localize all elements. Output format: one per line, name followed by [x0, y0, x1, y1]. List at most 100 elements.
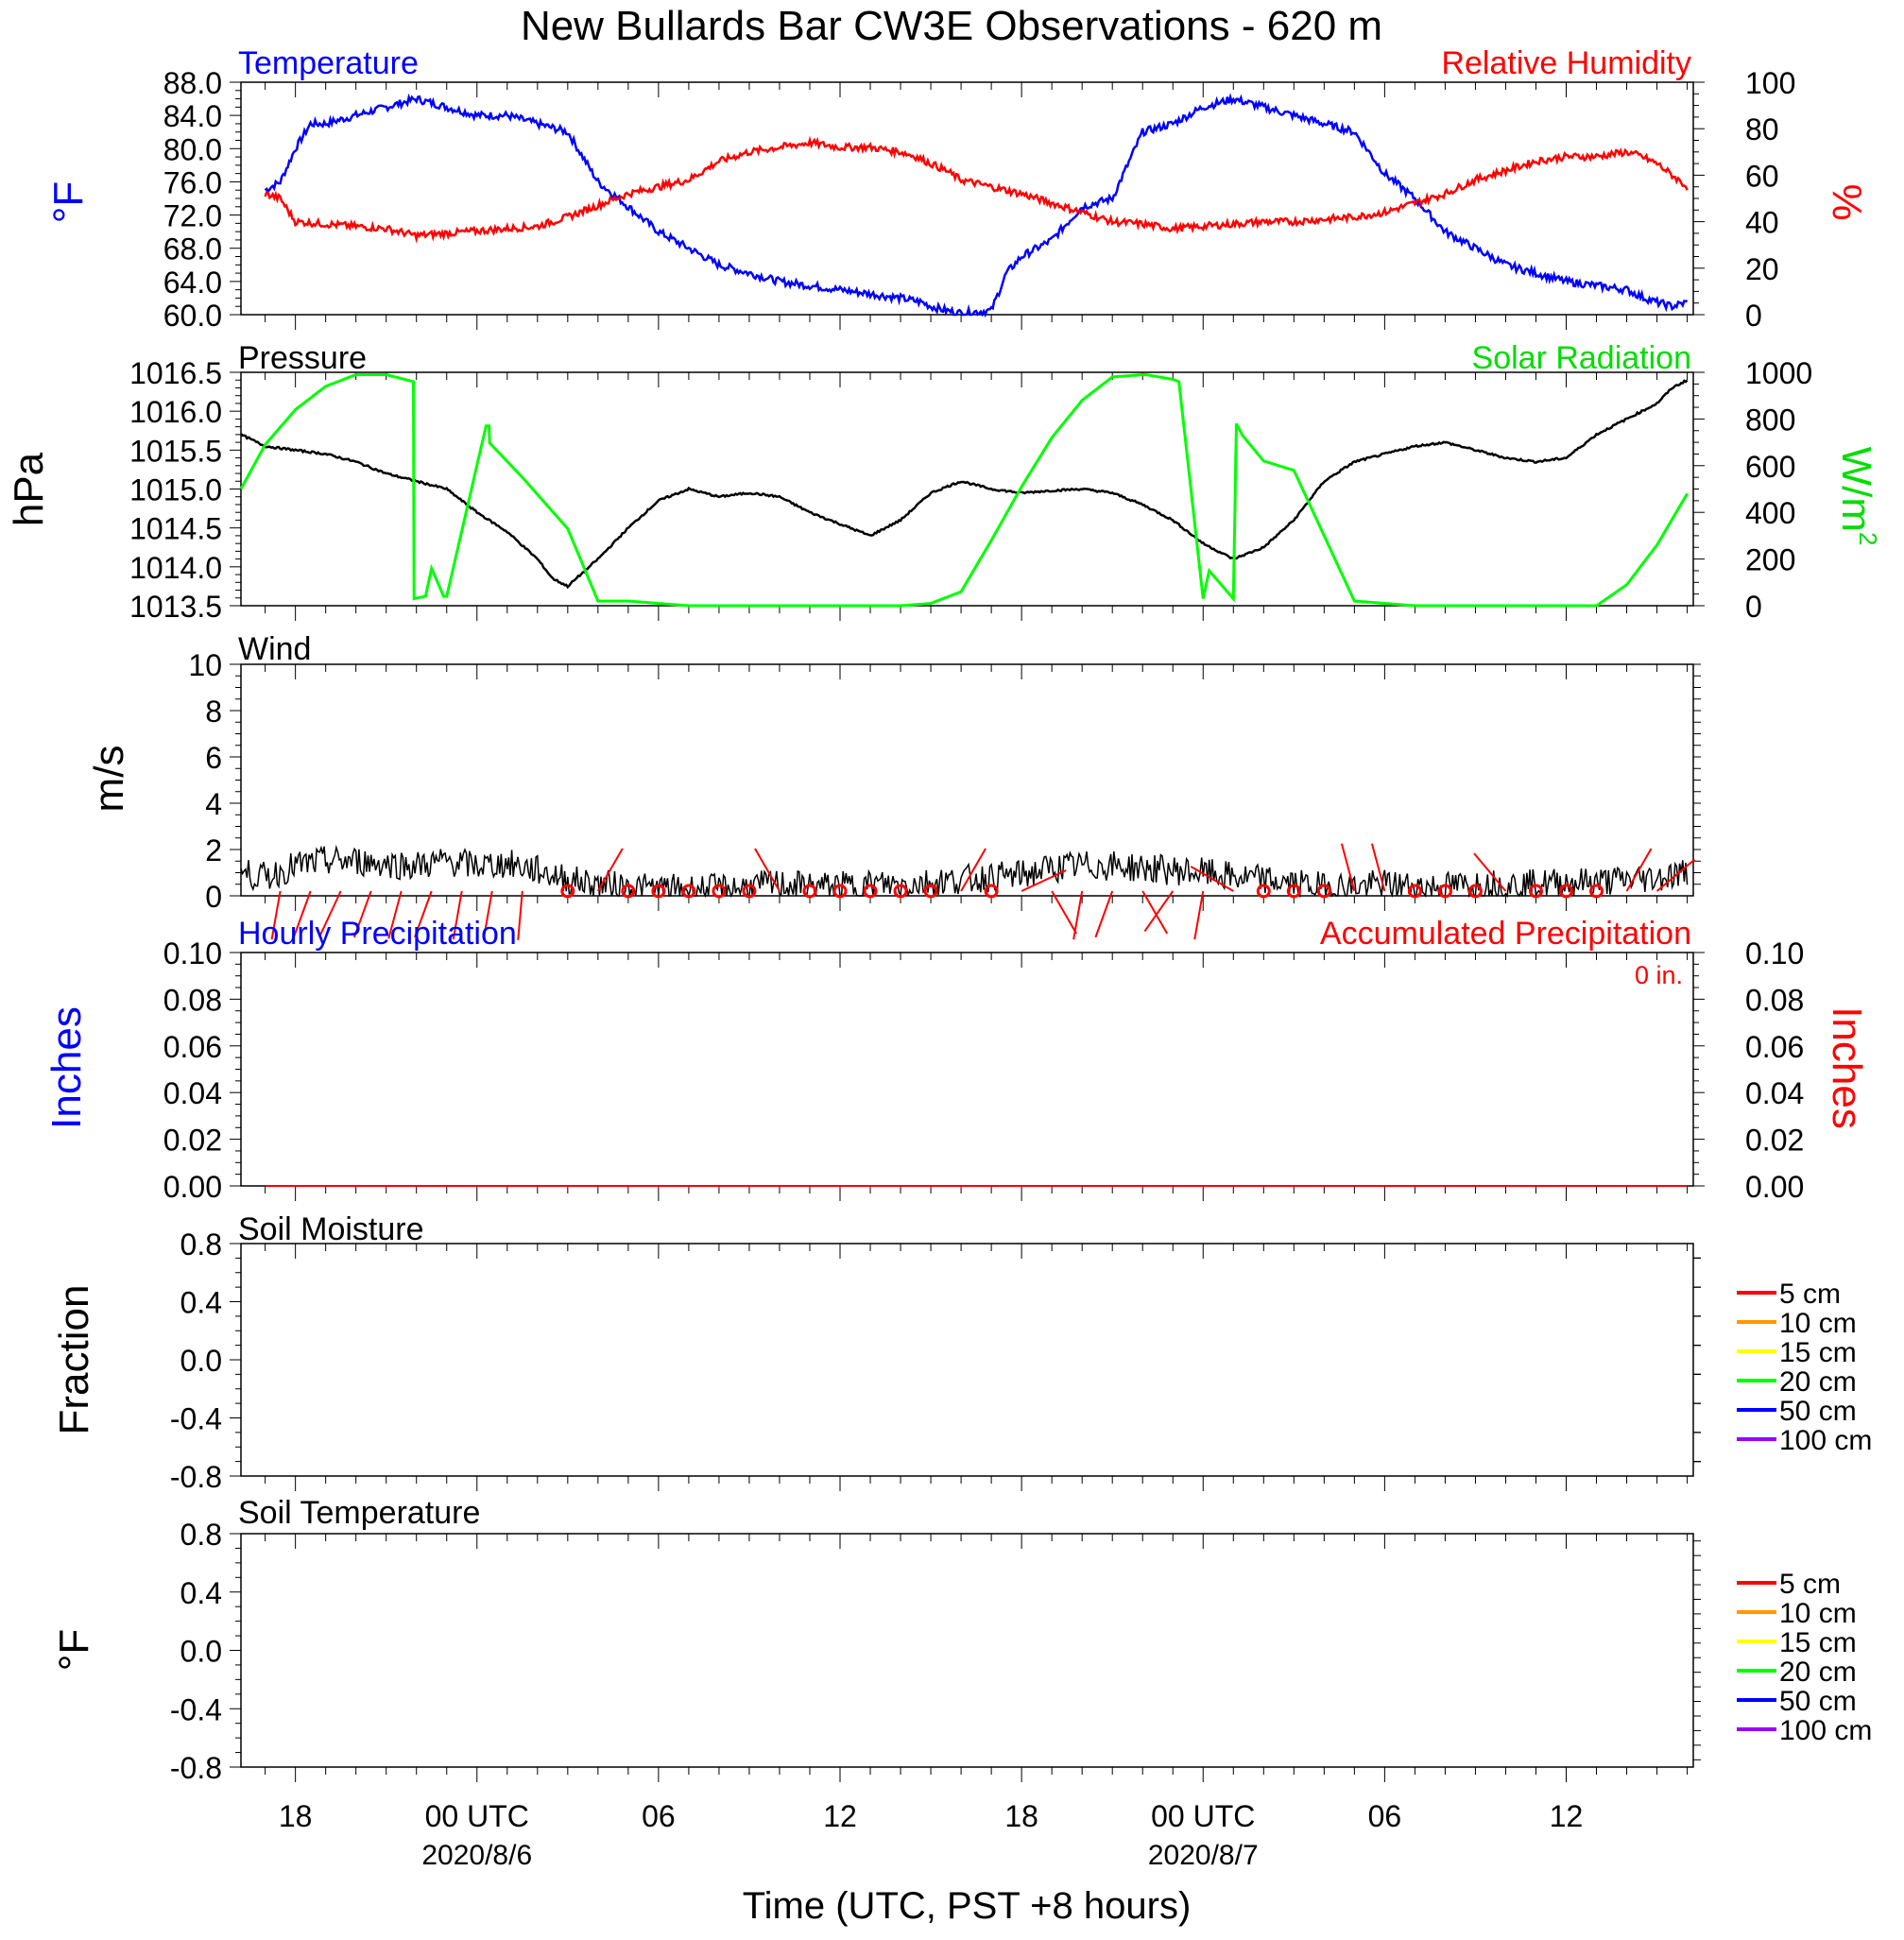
- calm-wind-marker: [1467, 884, 1483, 899]
- y-tick-label: 0: [1745, 590, 1762, 624]
- y-tick-label: 8: [205, 695, 222, 729]
- plot-frame: [240, 1533, 1694, 1768]
- hourly-precip-title: Hourly Precipitation: [238, 916, 517, 952]
- legend-label: 100 cm: [1779, 1715, 1872, 1746]
- y-tick-label: 1014.0: [129, 551, 222, 585]
- legend-label: 20 cm: [1779, 1657, 1857, 1688]
- y-tick-label: 0.00: [1745, 1170, 1804, 1204]
- plot-frame: [240, 1243, 1694, 1477]
- x-tick-label: 06: [642, 1799, 676, 1833]
- y-tick-label: 88.0: [163, 66, 222, 100]
- y-tick-label: 100: [1745, 66, 1795, 100]
- solar-ylabel-unit: W/m: [1833, 447, 1879, 532]
- soil-moisture-title: Soil Moisture: [238, 1211, 424, 1247]
- humidity-title: Relative Humidity: [1441, 45, 1691, 81]
- y-tick-label: 1015.0: [129, 473, 222, 507]
- x-tick-label: 06: [1368, 1799, 1402, 1833]
- y-tick-label: 84.0: [163, 99, 222, 133]
- soil-temp-title: Soil Temperature: [238, 1495, 480, 1531]
- y-tick-label: 0.08: [1745, 983, 1804, 1017]
- y-tick-label: 0.8: [180, 1518, 222, 1552]
- y-tick-label: 20: [1745, 252, 1779, 286]
- y-tick-label: 0.4: [180, 1576, 222, 1610]
- temperature-line: [264, 93, 1689, 318]
- temp-ylabel: °F: [45, 181, 92, 223]
- rh-ylabel: %: [1824, 183, 1870, 220]
- x-tick-label: 18: [1004, 1799, 1038, 1833]
- calm-wind-marker: [1286, 884, 1301, 899]
- y-tick-label: 0.06: [163, 1030, 222, 1064]
- wind-barb: [1072, 890, 1084, 940]
- legend-label: 50 cm: [1779, 1396, 1857, 1427]
- y-tick-label: 0.10: [163, 936, 222, 970]
- legend-label: 5 cm: [1779, 1569, 1841, 1600]
- y-tick-label: 0.02: [163, 1124, 222, 1158]
- temperature-title: Temperature: [238, 45, 419, 81]
- plot-frame: [240, 952, 1694, 1187]
- legend-label: 20 cm: [1779, 1366, 1857, 1398]
- accum-precip-title: Accumulated Precipitation: [1320, 916, 1691, 952]
- y-tick-label: 6: [205, 741, 222, 775]
- wind-barb: [352, 890, 372, 938]
- wind-barb: [754, 848, 780, 892]
- legend-label: 15 cm: [1779, 1337, 1857, 1368]
- y-tick-label: 1016.5: [129, 356, 222, 390]
- y-tick-label: 0.8: [180, 1228, 222, 1262]
- y-tick-label: 0.0: [180, 1635, 222, 1669]
- calm-wind-marker: [832, 884, 848, 899]
- legend-label: 15 cm: [1779, 1627, 1857, 1658]
- y-tick-label: 10: [188, 648, 222, 682]
- x-tick-label: 00 UTC: [1151, 1799, 1255, 1833]
- x-tick-label: 18: [279, 1799, 313, 1833]
- wind-barb: [1051, 890, 1078, 935]
- plot-frame: [240, 81, 1694, 316]
- y-tick-label: 0.10: [1745, 936, 1804, 970]
- x-tick-label: 12: [1550, 1799, 1584, 1833]
- y-tick-label: 200: [1745, 543, 1795, 577]
- y-tick-label: 0.08: [163, 983, 222, 1017]
- calm-wind-marker: [742, 884, 757, 899]
- y-tick-label: 0: [1745, 299, 1762, 333]
- wind-title: Wind: [238, 631, 311, 667]
- wind-barb: [1094, 890, 1114, 938]
- solar-line: [239, 373, 1689, 608]
- wind-barb: [1021, 869, 1067, 892]
- calm-wind-marker: [893, 884, 908, 899]
- y-tick-label: 4: [205, 787, 222, 821]
- y-tick-label: 0.04: [1745, 1076, 1804, 1110]
- panel-soil-temp: 0.8 0.4 0.0 -0.4 -0.8: [170, 1518, 1701, 1785]
- wind-barb: [517, 890, 523, 940]
- y-tick-label: 80: [1745, 112, 1779, 146]
- y-tick-label: 76.0: [163, 165, 222, 199]
- wind-barb: [482, 890, 493, 940]
- calm-wind-marker: [1256, 884, 1271, 899]
- y-tick-label: 0.04: [163, 1076, 222, 1110]
- legend-label: 10 cm: [1779, 1598, 1857, 1629]
- y-tick-label: -0.4: [170, 1402, 222, 1436]
- y-tick-label: 1016.0: [129, 395, 222, 429]
- y-tick-label: 1015.5: [129, 434, 222, 468]
- calm-wind-marker: [1407, 884, 1422, 899]
- pressure-ylabel: hPa: [6, 452, 52, 526]
- calm-wind-marker: [712, 884, 727, 899]
- y-tick-label: 2: [205, 833, 222, 867]
- y-tick-label: 72.0: [163, 199, 222, 233]
- panel-temp-rh: 88.084.080.076.072.068.064.060.0 100 80 60 4…: [163, 66, 1796, 333]
- wind-speed-line: [240, 844, 1689, 899]
- soil-moisture-ylabel: Fraction: [51, 1285, 97, 1435]
- x-axis-label: Time (UTC, PST +8 hours): [743, 1885, 1192, 1927]
- calm-wind-marker: [1528, 884, 1543, 899]
- accum-precip-total: 0 in.: [1635, 961, 1683, 989]
- y-tick-label: -0.8: [170, 1460, 222, 1494]
- solar-title: Solar Radiation: [1472, 340, 1691, 376]
- y-tick-label: 400: [1745, 496, 1795, 530]
- calm-wind-marker: [1316, 884, 1331, 899]
- calm-wind-marker: [923, 884, 938, 899]
- wind-barb: [1625, 848, 1653, 892]
- pressure-title: Pressure: [238, 340, 367, 376]
- calm-wind-marker: [984, 884, 999, 899]
- calm-wind-marker: [863, 884, 878, 899]
- y-tick-label: 0: [205, 880, 222, 914]
- wind-barb: [1190, 866, 1234, 892]
